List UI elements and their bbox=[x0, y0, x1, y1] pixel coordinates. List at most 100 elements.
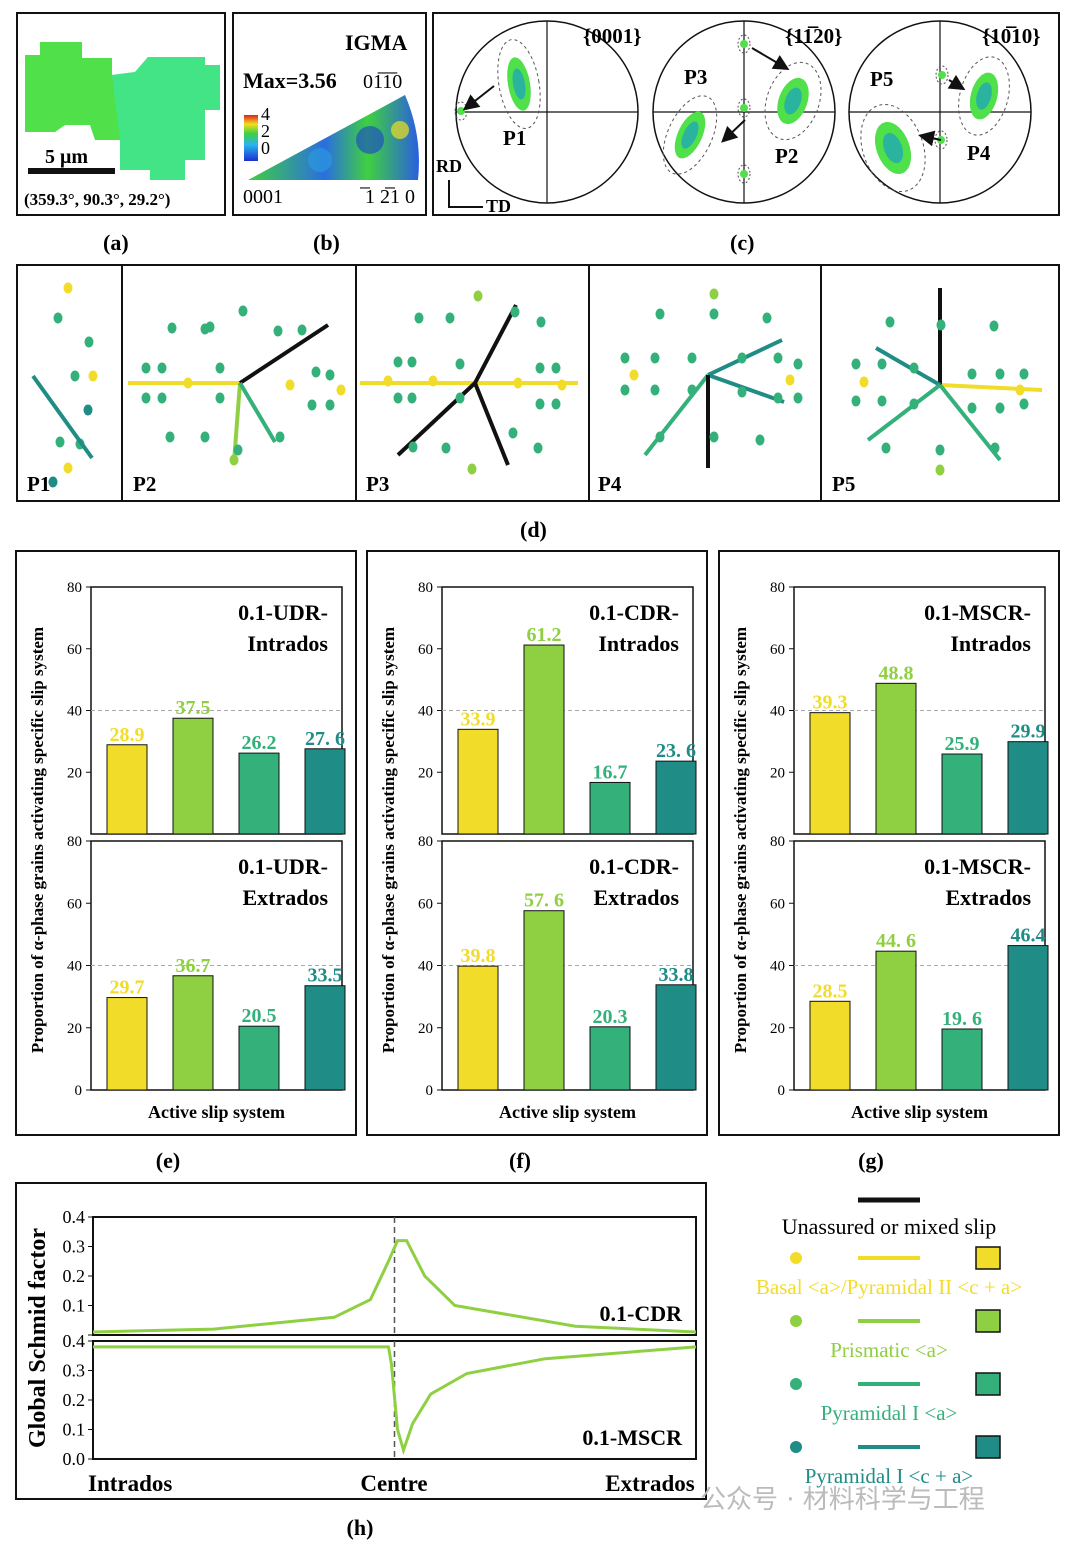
colorbar-tick: 4 bbox=[261, 104, 270, 124]
igma-corner-top: 01̅1̅0 bbox=[363, 71, 402, 93]
bar-value-label: 29.9 bbox=[1011, 721, 1046, 743]
chart-title-line: Intrados bbox=[950, 631, 1031, 656]
trace-dot bbox=[557, 379, 567, 391]
trace-dot bbox=[445, 312, 455, 324]
trace-dot bbox=[1019, 368, 1029, 380]
y-tick-label: 60 bbox=[418, 896, 433, 912]
chart-title-line: Intrados bbox=[247, 631, 328, 656]
bar bbox=[523, 910, 565, 1091]
y-tick-label: 60 bbox=[770, 642, 785, 658]
panel-h-frame bbox=[15, 1182, 707, 1500]
trace-dot bbox=[53, 312, 63, 324]
y-tick-label: 0 bbox=[75, 1083, 83, 1099]
legend-swatch bbox=[975, 1309, 1001, 1333]
trace-dot bbox=[63, 462, 73, 474]
bar bbox=[589, 1026, 631, 1091]
watermark: 公众号 · 材料科学与工程 bbox=[700, 1485, 985, 1515]
bar-value-label: 33.5 bbox=[308, 965, 343, 987]
trace-dot bbox=[533, 442, 543, 454]
trace-dot bbox=[157, 362, 167, 374]
bar bbox=[457, 728, 499, 835]
bar-value-label: 39.8 bbox=[461, 945, 496, 967]
trace-dot bbox=[297, 324, 307, 336]
pole-cluster-core bbox=[976, 82, 992, 110]
schmid-x-tick: Intrados bbox=[88, 1471, 172, 1496]
y-tick-label: 0.3 bbox=[63, 1361, 86, 1381]
trace-dot bbox=[428, 375, 438, 387]
trace-dot bbox=[620, 384, 630, 396]
chart-title-line: Extrados bbox=[945, 885, 1031, 910]
trace-dot bbox=[205, 321, 215, 333]
slip-trace-line bbox=[939, 383, 1043, 392]
pole-label: P4 bbox=[967, 141, 991, 165]
bar bbox=[238, 1025, 280, 1091]
bar bbox=[304, 748, 346, 835]
chart-title-line: Extrados bbox=[593, 885, 679, 910]
trace-dot bbox=[167, 322, 177, 334]
bar-value-label: 23. 6 bbox=[656, 740, 696, 762]
trace-dot bbox=[408, 441, 418, 453]
trace-dot bbox=[990, 442, 1000, 454]
y-tick-label: 20 bbox=[67, 1021, 82, 1037]
trace-dot bbox=[63, 282, 73, 294]
panel-a-frame bbox=[16, 12, 226, 216]
trace-dot bbox=[536, 316, 546, 328]
legend-label: Basal <a>/Pyramidal II <c + a> bbox=[756, 1275, 1022, 1299]
pole-small bbox=[740, 40, 748, 48]
trace-dot bbox=[877, 358, 887, 370]
trace-dot bbox=[762, 312, 772, 324]
trace-dot bbox=[737, 386, 747, 398]
bar bbox=[875, 682, 917, 835]
pole-small-outline bbox=[737, 98, 751, 118]
legend-swatch bbox=[975, 1372, 1001, 1396]
pole-small-outline bbox=[934, 130, 948, 150]
y-tick-label: 80 bbox=[770, 834, 785, 850]
trace-dot bbox=[877, 395, 887, 407]
trace-dot bbox=[307, 399, 317, 411]
trace-dot bbox=[851, 358, 861, 370]
schmid-series-label: 0.1-CDR bbox=[600, 1301, 684, 1326]
x-axis-label: Active slip system bbox=[851, 1102, 988, 1122]
y-tick-label: 80 bbox=[418, 580, 433, 596]
trace-dot bbox=[709, 288, 719, 300]
y-tick-label: 0.3 bbox=[63, 1237, 86, 1257]
bar bbox=[655, 984, 697, 1091]
arrow bbox=[462, 85, 495, 111]
trace-dot bbox=[70, 370, 80, 382]
bar bbox=[875, 950, 917, 1091]
trace-dot bbox=[909, 398, 919, 410]
grain-map-region bbox=[112, 57, 220, 180]
bar-value-label: 29.7 bbox=[110, 977, 145, 999]
pole-cluster-core bbox=[512, 68, 526, 100]
slip-trace-label: P2 bbox=[133, 472, 156, 496]
trace-dot bbox=[909, 362, 919, 374]
trace-dot bbox=[407, 392, 417, 404]
pole-cluster-outline bbox=[764, 61, 822, 141]
bar-value-label: 16.7 bbox=[593, 761, 628, 783]
trace-dot bbox=[935, 444, 945, 456]
bar-value-label: 36.7 bbox=[176, 955, 211, 977]
y-tick-label: 0.1 bbox=[63, 1296, 86, 1316]
y-tick-label: 0.4 bbox=[63, 1207, 86, 1227]
trace-dot bbox=[650, 352, 660, 364]
bar-panel-frame bbox=[366, 550, 708, 1136]
legend-label: Pyramidal I <c + a> bbox=[805, 1464, 973, 1488]
bar bbox=[655, 760, 697, 835]
trace-dot bbox=[336, 384, 346, 396]
slip-trace-line bbox=[473, 382, 510, 466]
trace-dot bbox=[785, 374, 795, 386]
y-tick-label: 40 bbox=[418, 704, 433, 720]
pole-small bbox=[938, 71, 946, 79]
slip-trace-line bbox=[707, 373, 785, 404]
trace-dot bbox=[229, 454, 239, 466]
legend-swatch bbox=[975, 1435, 1001, 1459]
y-tick-label: 20 bbox=[418, 1021, 433, 1037]
trace-dot bbox=[414, 312, 424, 324]
arrow bbox=[947, 74, 966, 91]
trace-dot bbox=[655, 308, 665, 320]
bar bbox=[809, 1000, 851, 1091]
colorbar-tick: 2 bbox=[261, 121, 270, 141]
panel-label: (g) bbox=[858, 1148, 884, 1173]
ipf-triangle bbox=[248, 95, 419, 180]
bar bbox=[106, 997, 148, 1091]
